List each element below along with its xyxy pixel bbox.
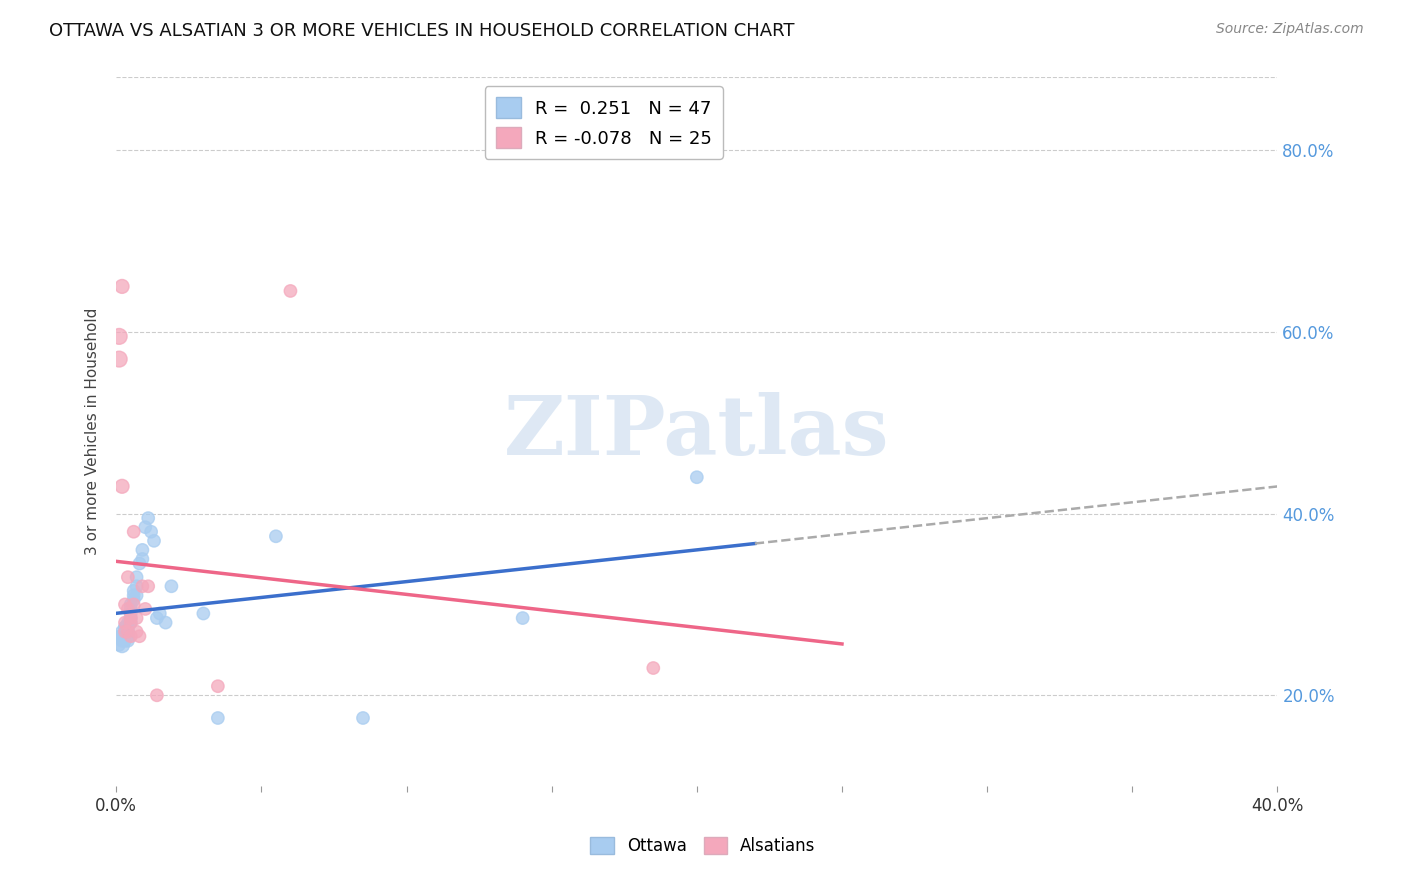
- Point: [117, 624, 139, 639]
- Point: [117, 620, 139, 634]
- Point: [120, 607, 142, 621]
- Point: [131, 542, 153, 557]
- Point: [117, 615, 139, 630]
- Point: [117, 570, 139, 584]
- Point: [108, 352, 131, 367]
- Point: [352, 711, 374, 725]
- Point: [686, 470, 709, 484]
- Point: [134, 602, 156, 616]
- Point: [120, 602, 142, 616]
- Point: [117, 620, 139, 634]
- Point: [207, 679, 229, 693]
- Point: [114, 598, 136, 612]
- Point: [120, 615, 142, 630]
- Point: [146, 688, 169, 702]
- Point: [120, 615, 142, 630]
- Point: [122, 593, 145, 607]
- Point: [120, 598, 142, 612]
- Y-axis label: 3 or more Vehicles in Household: 3 or more Vehicles in Household: [86, 308, 100, 556]
- Point: [117, 633, 139, 648]
- Point: [111, 638, 134, 652]
- Point: [643, 661, 665, 675]
- Point: [136, 511, 159, 525]
- Point: [146, 611, 169, 625]
- Point: [264, 529, 287, 543]
- Point: [280, 284, 302, 298]
- Point: [120, 611, 142, 625]
- Point: [114, 620, 136, 634]
- Point: [108, 629, 131, 643]
- Point: [122, 583, 145, 598]
- Text: Source: ZipAtlas.com: Source: ZipAtlas.com: [1216, 22, 1364, 37]
- Point: [114, 620, 136, 634]
- Point: [111, 479, 134, 493]
- Point: [134, 520, 156, 534]
- Point: [125, 579, 148, 593]
- Point: [111, 629, 134, 643]
- Point: [108, 638, 131, 652]
- Point: [120, 611, 142, 625]
- Point: [207, 711, 229, 725]
- Point: [131, 579, 153, 593]
- Point: [114, 629, 136, 643]
- Point: [117, 629, 139, 643]
- Point: [125, 570, 148, 584]
- Point: [128, 557, 150, 571]
- Point: [114, 624, 136, 639]
- Point: [160, 579, 183, 593]
- Point: [193, 607, 215, 621]
- Point: [143, 533, 166, 548]
- Point: [114, 615, 136, 630]
- Text: ZIPatlas: ZIPatlas: [505, 392, 890, 472]
- Point: [122, 524, 145, 539]
- Point: [125, 588, 148, 602]
- Point: [131, 552, 153, 566]
- Point: [117, 602, 139, 616]
- Legend: R =  0.251   N = 47, R = -0.078   N = 25: R = 0.251 N = 47, R = -0.078 N = 25: [485, 87, 723, 159]
- Point: [117, 624, 139, 639]
- Point: [512, 611, 534, 625]
- Point: [125, 624, 148, 639]
- Text: OTTAWA VS ALSATIAN 3 OR MORE VEHICLES IN HOUSEHOLD CORRELATION CHART: OTTAWA VS ALSATIAN 3 OR MORE VEHICLES IN…: [49, 22, 794, 40]
- Point: [155, 615, 177, 630]
- Legend: Ottawa, Alsatians: Ottawa, Alsatians: [583, 830, 823, 862]
- Point: [117, 624, 139, 639]
- Point: [128, 629, 150, 643]
- Point: [120, 629, 142, 643]
- Point: [111, 633, 134, 648]
- Point: [111, 279, 134, 293]
- Point: [108, 329, 131, 343]
- Point: [111, 624, 134, 639]
- Point: [114, 624, 136, 639]
- Point: [122, 598, 145, 612]
- Point: [136, 579, 159, 593]
- Point: [149, 607, 172, 621]
- Point: [122, 588, 145, 602]
- Point: [125, 611, 148, 625]
- Point: [139, 524, 162, 539]
- Point: [114, 624, 136, 639]
- Point: [114, 633, 136, 648]
